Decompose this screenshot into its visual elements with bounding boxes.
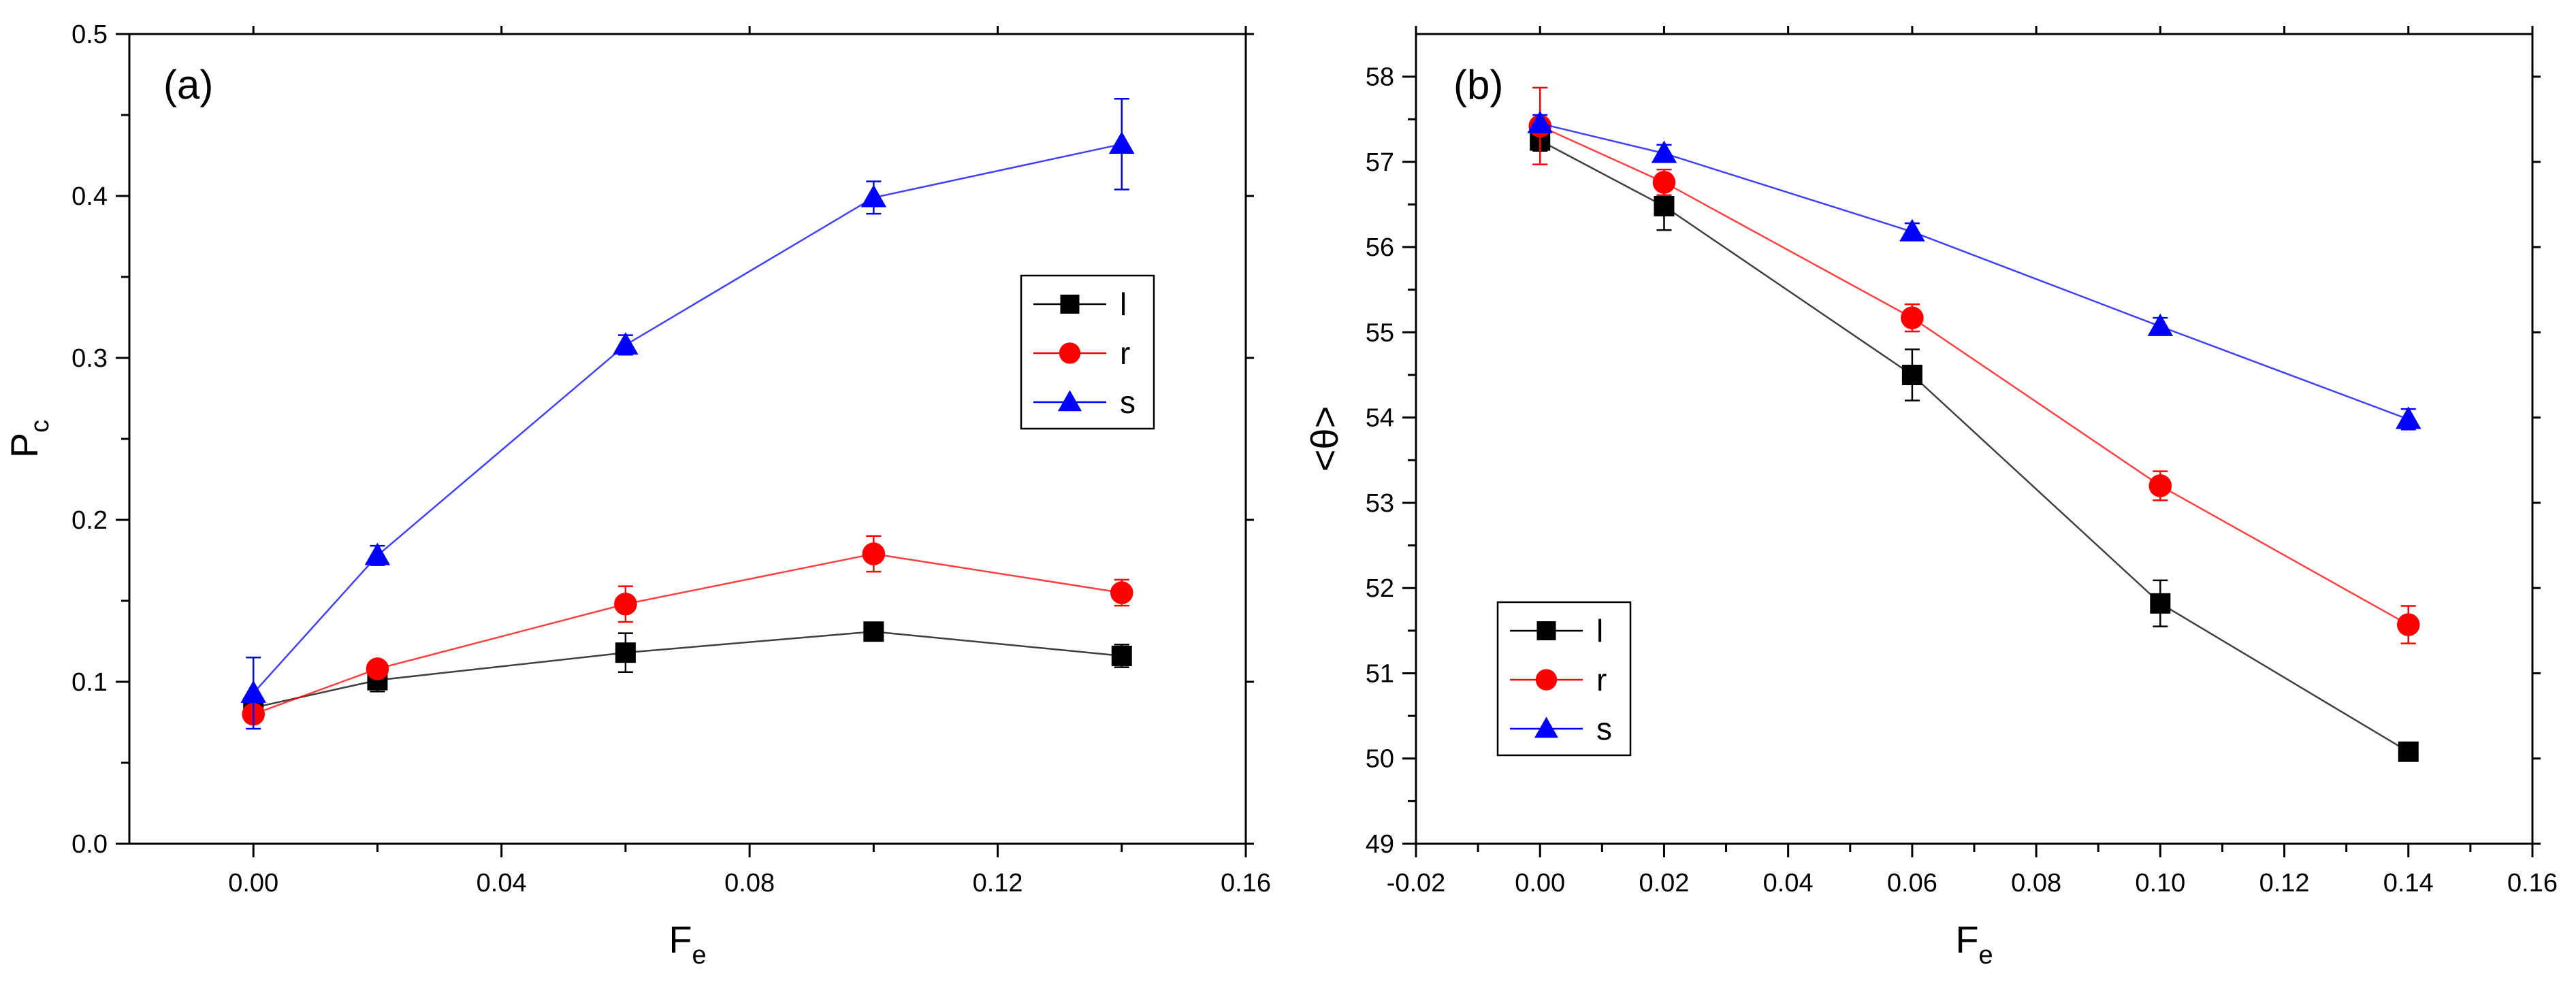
data-point-l bbox=[863, 621, 884, 642]
x-tick-label: 0.16 bbox=[1221, 869, 1271, 898]
data-point-l bbox=[615, 642, 636, 663]
data-point-s bbox=[1651, 140, 1677, 163]
y-tick-label: 0.2 bbox=[71, 506, 108, 535]
x-tick-label: 0.10 bbox=[2135, 869, 2185, 898]
y-tick-label: 50 bbox=[1366, 745, 1394, 774]
x-axis-label-main: F bbox=[669, 918, 692, 961]
series-r bbox=[1528, 86, 2420, 644]
plot-frame bbox=[128, 33, 1247, 845]
legend-marker-l bbox=[1536, 621, 1556, 640]
data-point-r bbox=[1110, 581, 1133, 604]
series-s bbox=[1527, 110, 2421, 431]
data-point-l bbox=[1111, 645, 1132, 666]
series-s bbox=[240, 97, 1135, 730]
data-point-r bbox=[2148, 474, 2172, 497]
y-tick-label: 51 bbox=[1366, 659, 1394, 688]
x-tick-label: 0.02 bbox=[1639, 869, 1689, 898]
data-point-s bbox=[2396, 406, 2421, 429]
legend: lrs bbox=[1020, 274, 1155, 430]
data-point-s bbox=[364, 542, 391, 565]
legend-box bbox=[1020, 274, 1155, 430]
legend-marker-r bbox=[1535, 669, 1558, 691]
data-point-r bbox=[862, 542, 886, 565]
y-tick-label: 49 bbox=[1366, 830, 1394, 859]
x-axis-label-sub: e bbox=[692, 941, 707, 970]
data-point-l bbox=[2150, 593, 2171, 614]
data-point-s bbox=[1899, 218, 1925, 242]
series-line-s bbox=[253, 143, 1123, 694]
y-tick-label: 55 bbox=[1366, 318, 1394, 347]
x-tick-label: 0.06 bbox=[1887, 869, 1937, 898]
series-l bbox=[1530, 129, 2419, 762]
x-axis-label-main: F bbox=[1955, 918, 1978, 961]
x-axis-label: Fe bbox=[669, 918, 706, 970]
x-tick-label: 0.00 bbox=[1515, 869, 1565, 898]
legend-label-r: r bbox=[1596, 662, 1607, 697]
data-point-r bbox=[1652, 171, 1676, 194]
series-line-s bbox=[1539, 122, 2409, 421]
x-tick-label: 0.12 bbox=[973, 869, 1023, 898]
x-tick-label: -0.02 bbox=[1387, 869, 1446, 898]
x-tick-label: 0.16 bbox=[2507, 869, 2558, 898]
y-tick-label: 54 bbox=[1366, 404, 1394, 433]
data-point-l bbox=[2398, 741, 2419, 762]
x-tick-label: 0.08 bbox=[2011, 869, 2061, 898]
data-point-l bbox=[1654, 196, 1675, 217]
x-axis-label-sub: e bbox=[1979, 941, 1993, 970]
y-axis-label: <θ> bbox=[1303, 406, 1346, 472]
series-line-l bbox=[1539, 139, 2409, 753]
legend-marker-s bbox=[1058, 390, 1082, 412]
y-tick-label: 57 bbox=[1366, 148, 1394, 177]
data-point-l bbox=[1901, 365, 1922, 386]
chart-panel-a: 0.00 0.04 0.08 0.12 0.16 0.0 0.1 0.2 0.3 0.4 0.5 Fe… bbox=[3, 20, 1271, 970]
legend-label-l: l bbox=[1596, 613, 1603, 648]
data-point-s bbox=[613, 332, 639, 355]
legend-label-s: s bbox=[1596, 711, 1612, 746]
legend-label-r: r bbox=[1120, 335, 1130, 371]
y-axis-label-main: <θ> bbox=[1303, 406, 1346, 472]
x-tick-label: 0.04 bbox=[477, 869, 527, 898]
legend-marker-l bbox=[1060, 295, 1080, 314]
y-axis-label-main: P bbox=[3, 433, 46, 458]
data-point-r bbox=[366, 657, 389, 680]
legend-label-l: l bbox=[1120, 286, 1127, 322]
y-tick-label: 53 bbox=[1366, 489, 1394, 518]
x-tick-label: 0.04 bbox=[1763, 869, 1814, 898]
data-point-s bbox=[1527, 110, 1553, 133]
y-axis-label-sub: c bbox=[26, 420, 54, 433]
data-point-s bbox=[860, 184, 887, 208]
y-axis-label: Pc bbox=[3, 420, 54, 458]
legend-box bbox=[1496, 601, 1632, 757]
legend-marker-r bbox=[1059, 342, 1081, 364]
legend: lrs bbox=[1496, 601, 1632, 757]
panel-label: (b) bbox=[1453, 62, 1503, 108]
chart-panel-b: -0.02 0.00 0.02 0.04 0.06 0.08 0.10 0.12 0.14 0.1… bbox=[1303, 26, 2558, 970]
y-tick-label: 0.4 bbox=[71, 182, 108, 211]
data-point-s bbox=[1109, 131, 1135, 154]
x-axis-label: Fe bbox=[1955, 918, 1993, 970]
y-tick-label: 56 bbox=[1366, 233, 1394, 262]
data-point-r bbox=[2396, 613, 2420, 636]
y-tick-label: 58 bbox=[1366, 63, 1394, 92]
legend-marker-s bbox=[1534, 717, 1558, 738]
y-tick-label: 0.5 bbox=[71, 20, 108, 49]
x-tick-label: 0.08 bbox=[724, 869, 775, 898]
series-r bbox=[242, 535, 1133, 726]
x-tick-label: 0.14 bbox=[2383, 869, 2434, 898]
data-point-s bbox=[240, 680, 266, 703]
data-point-r bbox=[1901, 306, 1924, 329]
y-tick-label: 0.1 bbox=[71, 668, 108, 697]
y-tick-label: 0.0 bbox=[71, 830, 108, 859]
y-tick-label: 52 bbox=[1366, 574, 1394, 603]
y-tick-label: 0.3 bbox=[71, 344, 108, 373]
x-tick-label: 0.00 bbox=[228, 869, 278, 898]
legend-label-s: s bbox=[1120, 384, 1136, 420]
data-point-s bbox=[2147, 313, 2174, 336]
panel-label: (a) bbox=[163, 62, 213, 108]
data-point-r bbox=[614, 592, 637, 616]
x-tick-label: 0.12 bbox=[2259, 869, 2310, 898]
